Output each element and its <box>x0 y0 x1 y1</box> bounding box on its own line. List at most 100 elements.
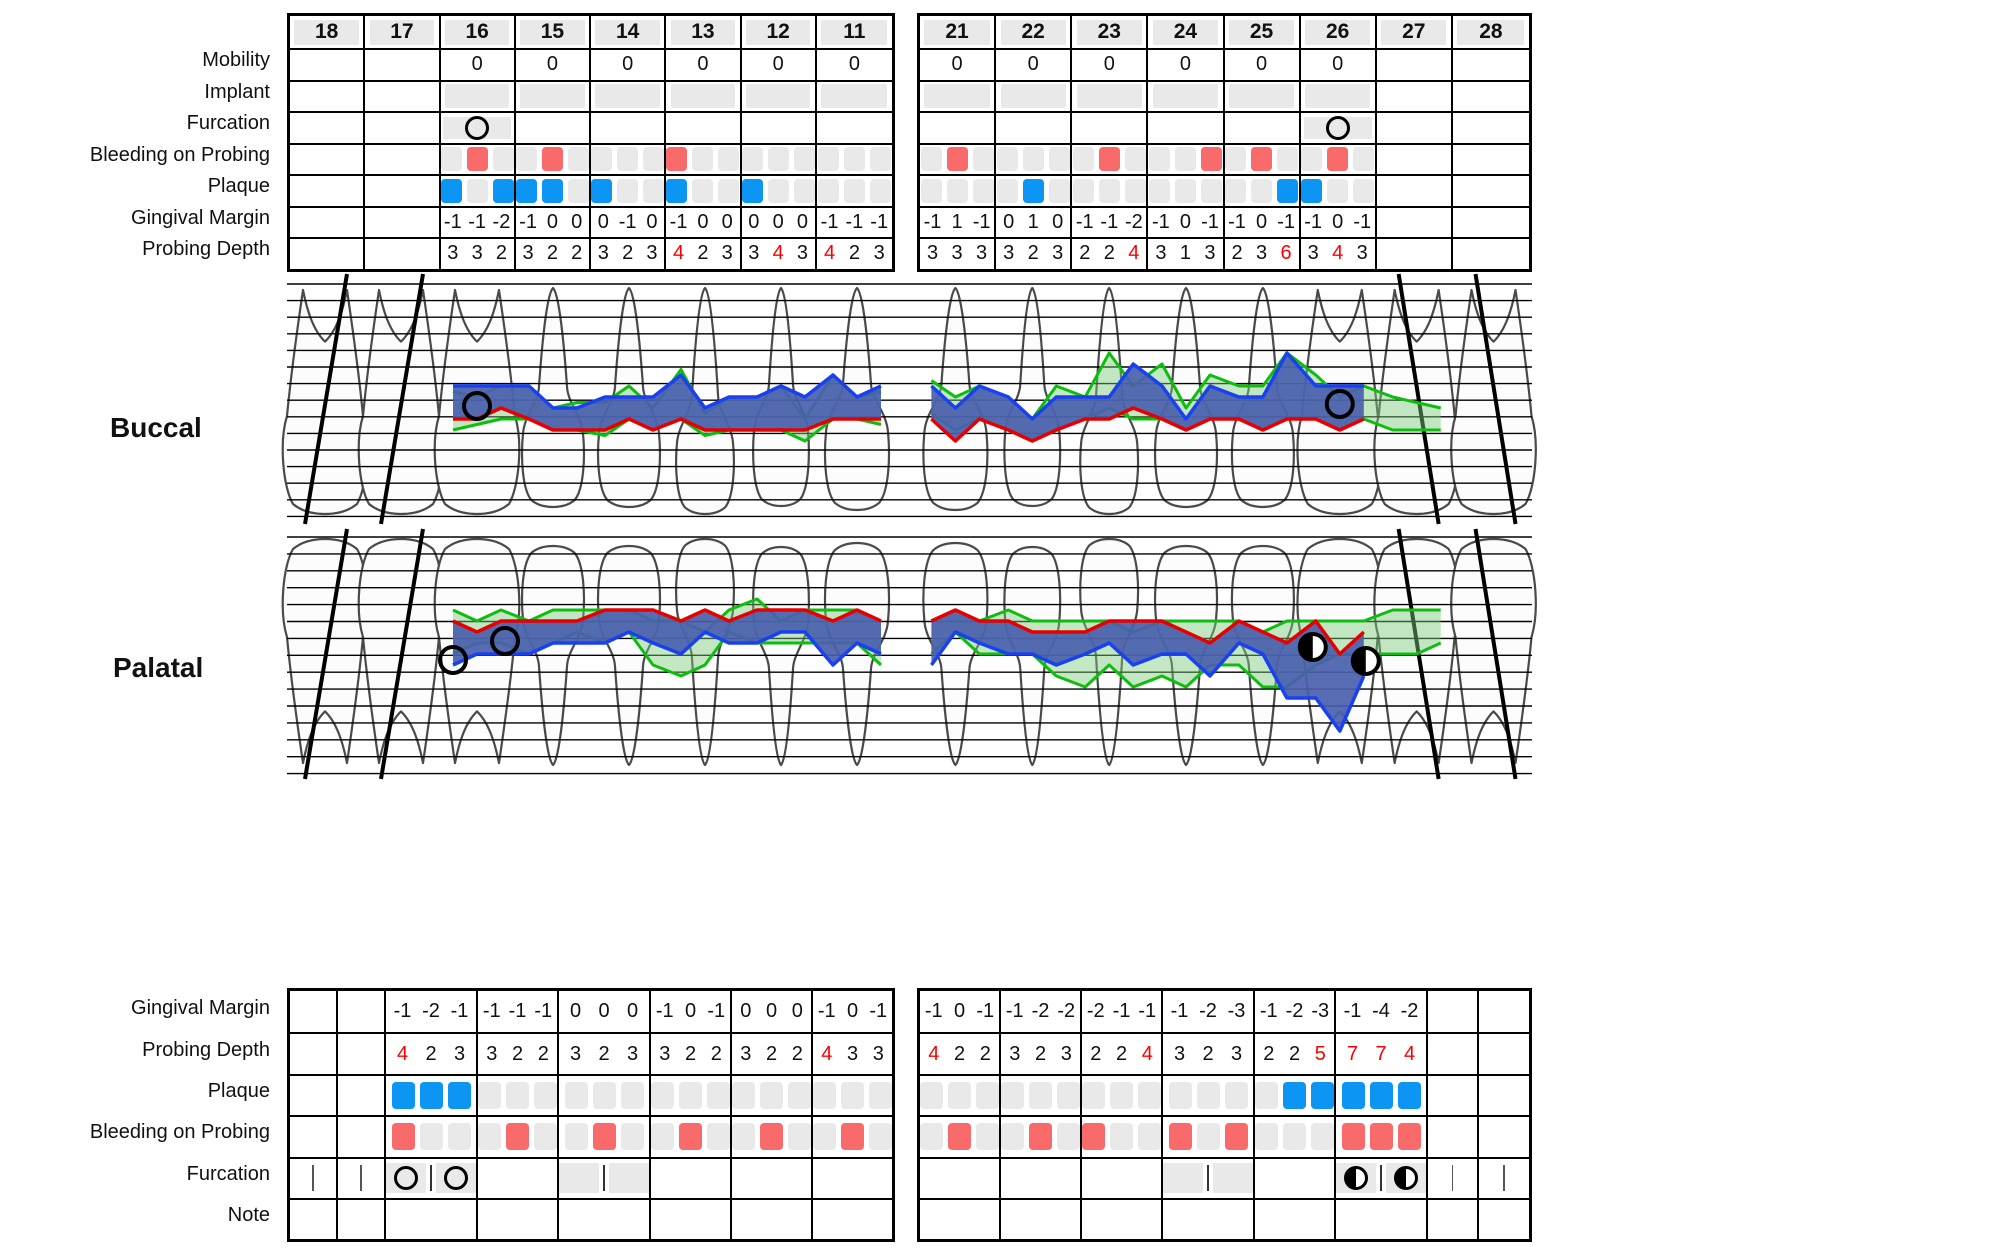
plaque-palatal-26[interactable] <box>1336 1073 1428 1116</box>
gm-palatal-25[interactable]: -1 -2 -3 <box>1255 991 1336 1033</box>
bop-buccal-16[interactable] <box>440 142 516 174</box>
tooth-header-22[interactable]: 22 <box>996 16 1073 48</box>
note-palatal-17[interactable] <box>338 1197 386 1240</box>
bop-buccal-28[interactable] <box>1452 142 1529 175</box>
note-palatal-23[interactable] <box>1082 1197 1163 1240</box>
furcation-buccal-24[interactable] <box>1148 111 1225 143</box>
furcation-palatal-24[interactable] <box>1163 1156 1255 1198</box>
furcation-palatal-23[interactable] <box>1082 1156 1163 1198</box>
implant-buccal-27[interactable] <box>1376 79 1453 111</box>
pd-palatal-17[interactable] <box>338 1032 386 1074</box>
note-palatal-21[interactable] <box>920 1197 1001 1240</box>
bop-buccal-24[interactable] <box>1148 142 1225 174</box>
mobility-buccal-16[interactable]: 0 <box>440 48 516 80</box>
bleeding-segments[interactable] <box>1072 147 1146 172</box>
tooth-header-24[interactable]: 24 <box>1148 16 1225 48</box>
furcation-grade1-icon[interactable] <box>394 1166 418 1191</box>
plaque-palatal-14[interactable] <box>559 1073 651 1116</box>
gm-palatal-18[interactable] <box>290 991 338 1033</box>
plaque-palatal-28[interactable] <box>1478 1073 1529 1115</box>
implant-buccal-16[interactable] <box>440 79 516 111</box>
furcation-palatal-15[interactable] <box>478 1156 559 1198</box>
tooth-header-15[interactable]: 15 <box>516 16 591 48</box>
tooth-header-16[interactable]: 16 <box>441 16 516 48</box>
bleeding-segments[interactable] <box>1225 147 1299 172</box>
mobility-buccal-11[interactable]: 0 <box>816 48 892 80</box>
pd-buccal-17[interactable] <box>365 237 441 269</box>
bleeding-segments[interactable] <box>920 1123 999 1151</box>
gingival-margin-values[interactable]: -2 -1 -1 <box>1086 1000 1157 1023</box>
implant-buccal-12[interactable] <box>741 79 817 111</box>
implant-buccal-25[interactable] <box>1224 79 1301 111</box>
furcation-buccal-15[interactable] <box>515 111 591 143</box>
tooth-header-27[interactable]: 27 <box>1377 16 1453 48</box>
bleeding-segments[interactable] <box>440 147 514 172</box>
bop-palatal-28[interactable] <box>1478 1115 1529 1156</box>
tooth-header-14[interactable]: 14 <box>591 16 667 48</box>
bop-buccal-17[interactable] <box>365 142 441 174</box>
plaque-buccal-25[interactable] <box>1224 174 1301 206</box>
mobility-buccal-12[interactable]: 0 <box>741 48 817 80</box>
plaque-buccal-15[interactable] <box>515 174 591 206</box>
plaque-buccal-22[interactable] <box>996 174 1073 206</box>
furcation-buccal-13[interactable] <box>666 111 742 143</box>
furcation-grade1-marker[interactable] <box>490 626 520 656</box>
gingival-margin-values[interactable]: -1 0 -1 <box>1152 210 1219 233</box>
note-palatal-28[interactable] <box>1478 1197 1529 1239</box>
plaque-palatal-23[interactable] <box>1082 1073 1163 1116</box>
plaque-palatal-12[interactable] <box>732 1073 813 1116</box>
bleeding-segments[interactable] <box>817 147 891 172</box>
furcation-slot[interactable] <box>1303 115 1372 140</box>
note-palatal-24[interactable] <box>1163 1197 1255 1240</box>
furcation-grade2-icon[interactable] <box>1344 1166 1368 1191</box>
bleeding-segments[interactable] <box>1082 1123 1161 1151</box>
bop-palatal-26[interactable] <box>1336 1115 1428 1157</box>
gm-buccal-21[interactable]: -1 1 -1 <box>920 205 997 237</box>
mobility-buccal-22[interactable]: 0 <box>996 48 1073 80</box>
plaque-palatal-11[interactable] <box>813 1073 892 1115</box>
gm-palatal-28[interactable] <box>1479 991 1530 1032</box>
plaque-palatal-27[interactable] <box>1428 1073 1479 1116</box>
note-palatal-22[interactable] <box>1001 1197 1082 1240</box>
bop-palatal-25[interactable] <box>1255 1115 1336 1157</box>
bleeding-segments[interactable] <box>1255 1123 1334 1151</box>
plaque-buccal-17[interactable] <box>365 174 441 206</box>
plaque-segments[interactable] <box>515 178 589 203</box>
plaque-segments[interactable] <box>564 1081 644 1109</box>
furcation-buccal-18[interactable] <box>290 111 366 143</box>
bop-buccal-21[interactable] <box>920 142 997 174</box>
bleeding-segments[interactable] <box>920 147 994 172</box>
implant-buccal-14[interactable] <box>591 79 667 111</box>
gingival-margin-values[interactable]: -1 -2 -3 <box>1259 1000 1330 1023</box>
bleeding-segments[interactable] <box>515 147 589 172</box>
gingival-margin-values[interactable]: -1 0 0 <box>669 210 733 233</box>
note-palatal-18[interactable] <box>290 1197 338 1240</box>
furcation-grade2-icon[interactable] <box>1394 1166 1418 1191</box>
furcation-grade1-marker[interactable] <box>462 391 492 421</box>
note-palatal-25[interactable] <box>1255 1197 1336 1240</box>
mobility-buccal-25[interactable]: 0 <box>1224 48 1301 80</box>
plaque-segments[interactable] <box>1072 178 1146 203</box>
implant-buccal-17[interactable] <box>365 79 441 111</box>
mobility-buccal-27[interactable] <box>1376 48 1453 80</box>
furcation-buccal-16[interactable] <box>440 111 516 143</box>
gm-palatal-17[interactable] <box>338 991 386 1033</box>
bop-buccal-15[interactable] <box>515 142 591 174</box>
plaque-segments[interactable] <box>920 1081 999 1109</box>
furcation-palatal-11[interactable] <box>813 1156 892 1198</box>
plaque-buccal-13[interactable] <box>666 174 742 206</box>
plaque-buccal-21[interactable] <box>920 174 997 206</box>
